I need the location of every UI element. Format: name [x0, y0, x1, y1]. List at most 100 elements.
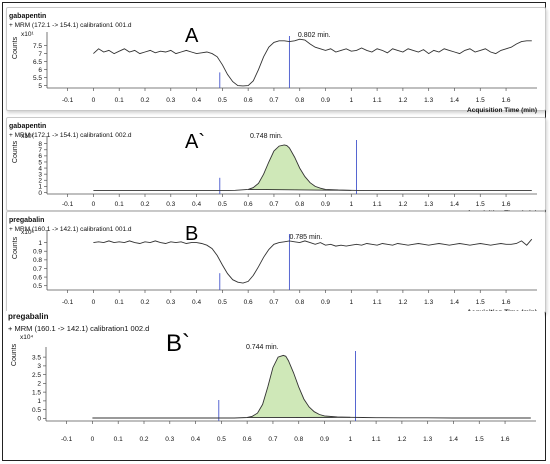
x-tick-label: -0.1: [62, 299, 74, 306]
x-tick-label: 1.6: [502, 201, 511, 208]
chart-panel-b: pregabalin + MRM (160.1 -> 142.1) calibra…: [6, 211, 546, 316]
chart-svg: pregabalin + MRM (160.1 -> 142.1) calibra…: [8, 312, 536, 443]
x-tick-label: 0.4: [191, 436, 200, 443]
x-tick-label: 0: [92, 201, 96, 208]
x-tick-label: 1.4: [450, 299, 459, 306]
x-tick-label: 1.1: [373, 201, 382, 208]
chart-panel-a: gabapentin + MRM (172.1 -> 154.1) calibra…: [6, 7, 546, 114]
x-tick-label: 1.6: [501, 436, 510, 443]
x-tick-label: 1.3: [424, 201, 433, 208]
y-tick-label: 7: [38, 51, 42, 58]
panel-letter: B`: [166, 330, 190, 357]
x-tick-label: 0.3: [166, 201, 175, 208]
x-axis-label: Acquisition Time (min): [467, 107, 537, 114]
x-tick-label: -0.1: [62, 97, 74, 104]
x-tick-label: 0.2: [140, 201, 149, 208]
compound-name: pregabalin: [8, 312, 49, 321]
chart-svg: gabapentin + MRM (172.1 -> 154.1) calibra…: [9, 123, 537, 217]
x-tick-label: 1.1: [372, 436, 381, 443]
y-multiplier: x10²: [21, 133, 34, 140]
x-tick-label: 0.3: [166, 97, 175, 104]
x-tick-label: 0.2: [139, 436, 148, 443]
trace-label: + MRM (160.1 -> 142.1) calibration1 001.…: [9, 226, 132, 233]
compound-name: gabapentin: [9, 123, 46, 130]
x-tick-label: 0.9: [320, 436, 329, 443]
chart-svg: gabapentin + MRM (172.1 -> 154.1) calibra…: [9, 13, 537, 114]
y-tick-label: 3.5: [32, 354, 41, 361]
chart-svg: pregabalin + MRM (160.1 -> 142.1) calibra…: [9, 217, 537, 316]
signal-trace: [92, 354, 531, 419]
peak-fill-area: [247, 355, 351, 418]
x-tick-label: 1.5: [476, 201, 485, 208]
panel-letter: A: [185, 25, 199, 47]
y-tick-label: 0: [38, 190, 42, 197]
y-tick-label: 0.9: [33, 249, 42, 256]
x-tick-label: 1.5: [476, 97, 485, 104]
y-axis-label: Counts: [11, 343, 18, 366]
x-tick-label: 0: [92, 299, 96, 306]
y-tick-label: 0.8: [33, 257, 42, 264]
peak-fill-area: [248, 144, 352, 191]
y-multiplier: x10¹: [21, 31, 34, 38]
x-tick-label: 0.5: [218, 299, 227, 306]
x-tick-label: 0.8: [295, 97, 304, 104]
x-tick-label: 1.1: [373, 97, 382, 104]
peak-label: 0.802 min.: [298, 32, 331, 39]
compound-name: gabapentin: [9, 13, 46, 20]
panel-letter: B: [185, 223, 198, 245]
x-tick-label: 0: [92, 97, 96, 104]
trace-label: + MRM (172.1 -> 154.1) calibration1 001.…: [9, 22, 132, 29]
x-tick-label: 0.3: [166, 299, 175, 306]
trace-label: + MRM (160.1 -> 142.1) calibration1 002.…: [8, 324, 149, 333]
peak-label: 0.744 min.: [246, 344, 279, 351]
x-tick-label: 1.4: [450, 97, 459, 104]
x-tick-label: 1.3: [424, 299, 433, 306]
y-tick-label: 5.5: [33, 75, 42, 82]
x-tick-label: 0.8: [295, 299, 304, 306]
x-tick-label: 0.8: [295, 201, 304, 208]
x-tick-label: 1.2: [398, 299, 407, 306]
y-tick-label: 0.7: [33, 266, 42, 273]
y-tick-label: 0: [37, 416, 41, 423]
x-tick-label: 1: [350, 201, 354, 208]
x-tick-label: 1: [350, 299, 354, 306]
x-tick-label: 1.6: [502, 97, 511, 104]
x-tick-label: 1.1: [373, 299, 382, 306]
x-tick-label: 0.7: [268, 436, 277, 443]
x-tick-label: 0.4: [192, 97, 201, 104]
x-tick-label: 0.2: [140, 97, 149, 104]
x-tick-label: 0.4: [192, 201, 201, 208]
y-tick-label: 7: [38, 147, 42, 154]
signal-trace: [93, 38, 532, 87]
x-tick-label: 0.9: [321, 299, 330, 306]
x-tick-label: 0.9: [321, 201, 330, 208]
y-tick-label: 3: [38, 171, 42, 178]
y-tick-label: 5: [38, 83, 42, 90]
y-tick-label: 6: [38, 67, 42, 74]
x-tick-label: 0.2: [140, 299, 149, 306]
x-tick-label: 0.8: [294, 436, 303, 443]
x-tick-label: 1.5: [475, 436, 484, 443]
y-tick-label: 0.6: [33, 274, 42, 281]
chart-panel-a-prime: gabapentin + MRM (172.1 -> 154.1) calibra…: [6, 117, 546, 217]
x-tick-label: 0.6: [244, 299, 253, 306]
x-tick-label: 0.1: [115, 201, 124, 208]
x-tick-label: 1.2: [398, 201, 407, 208]
y-multiplier: x10⁴: [20, 334, 33, 341]
y-tick-label: 8: [38, 141, 42, 148]
x-tick-label: 0.4: [192, 299, 201, 306]
x-tick-label: 0.3: [165, 436, 174, 443]
x-tick-label: 1.3: [423, 436, 432, 443]
x-tick-label: 0: [91, 436, 95, 443]
y-tick-label: 0.5: [33, 283, 42, 290]
x-tick-label: 0.5: [218, 201, 227, 208]
y-tick-label: 5: [38, 159, 42, 166]
x-tick-label: 1.3: [424, 97, 433, 104]
y-axis-label: Counts: [12, 236, 19, 259]
x-tick-label: 0.7: [269, 201, 278, 208]
y-tick-label: 2: [38, 178, 42, 185]
x-tick-label: 0.1: [114, 436, 123, 443]
y-tick-label: 1: [38, 240, 42, 247]
x-tick-label: 0.5: [217, 436, 226, 443]
y-multiplier: x10²: [21, 229, 34, 236]
